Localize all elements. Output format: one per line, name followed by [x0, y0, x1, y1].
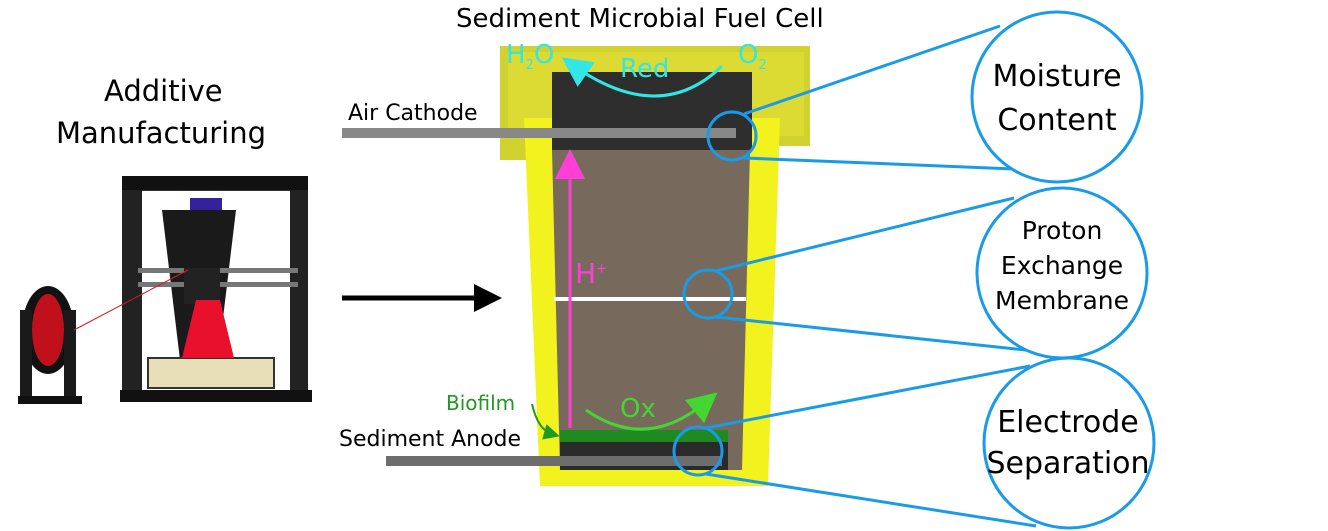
- callout-line: Proton: [1021, 216, 1103, 245]
- biofilm-pointer: [531, 403, 560, 440]
- sediment-anode-label: Sediment Anode: [339, 427, 522, 452]
- callout-line: Content: [997, 103, 1117, 138]
- additive-manufacturing-line2: Manufacturing: [56, 116, 266, 150]
- h2o-sub: 2: [525, 58, 534, 74]
- o2-sub: 2: [758, 58, 767, 74]
- right-arrow-icon: [342, 284, 502, 312]
- callout-electrode: [672, 356, 1156, 530]
- proton-exchange-membrane-text: Proton Exchange Membrane: [975, 213, 1149, 318]
- callout-line: Separation: [986, 446, 1150, 481]
- red-label: Red: [620, 54, 670, 84]
- ox-reaction-arrow: [585, 392, 718, 431]
- sediment-anode-electrode: [386, 456, 722, 466]
- red-reaction-arrow: [561, 57, 724, 98]
- biofilm-layer: [560, 430, 728, 442]
- additive-manufacturing-line1: Additive: [104, 74, 223, 108]
- hplus-h: H: [575, 257, 597, 290]
- hplus-sup: +: [596, 261, 607, 277]
- air-cathode-label: Air Cathode: [348, 101, 478, 126]
- callout-membrane: [682, 186, 1149, 360]
- 3d-printer-icon: [18, 176, 312, 404]
- callout-line: Electrode: [997, 405, 1139, 440]
- h-plus-label: H+: [575, 257, 607, 290]
- callout-line: Exchange: [1000, 251, 1124, 280]
- callout-moisture: [706, 10, 1144, 184]
- sediment-chamber: [552, 150, 750, 470]
- biofilm-label: Biofilm: [446, 391, 516, 415]
- electrode-separation-text: Electrode Separation: [980, 402, 1156, 484]
- callout-line: Moisture: [992, 59, 1122, 94]
- h2o-h: H: [506, 40, 526, 70]
- h2o-o: O: [533, 40, 555, 70]
- o2-label: O2: [738, 40, 767, 73]
- h2o-label: H2O: [506, 40, 554, 73]
- o2-o: O: [738, 40, 759, 70]
- air-cathode-electrode: [342, 128, 736, 138]
- moisture-content-text: Moisture Content: [972, 55, 1142, 143]
- ox-label: Ox: [620, 394, 656, 424]
- callout-line: Membrane: [995, 286, 1129, 315]
- diagram-title: Sediment Microbial Fuel Cell: [456, 4, 824, 34]
